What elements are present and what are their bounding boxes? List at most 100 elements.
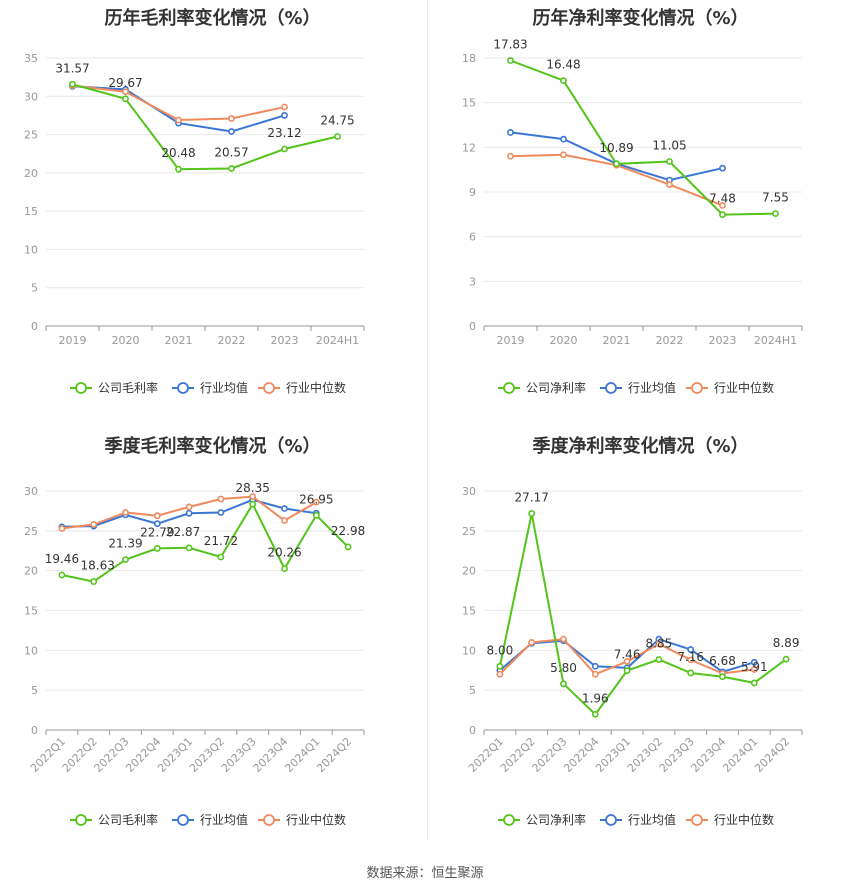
legend-label: 行业中位数 — [714, 380, 774, 395]
x-tick-label: 2023 — [271, 334, 299, 347]
legend-label: 行业均值 — [628, 380, 676, 395]
data-point — [719, 164, 726, 172]
data-point — [613, 160, 620, 168]
data-point — [719, 673, 726, 681]
data-point — [312, 498, 320, 506]
panel-quarterly-gross-margin: 季度毛利率变化情况（%） 0 5 10 15 20 25 30 2022Q1 2022Q2 202… — [0, 428, 425, 840]
data-point — [249, 493, 257, 500]
data-point — [175, 165, 182, 173]
data-point — [344, 543, 352, 551]
x-tick-label: 2023 — [709, 334, 737, 347]
data-point — [591, 710, 599, 718]
legend-label: 行业中位数 — [286, 812, 346, 827]
y-tick-label: 20 — [24, 565, 38, 578]
data-point — [122, 556, 129, 563]
panel-annual-gross-margin: 历年毛利率变化情况（%） 0 5 10 15 20 25 30 35 2019 2020 2021 2… — [0, 0, 425, 412]
data-label: 23.12 — [267, 126, 301, 140]
legend-item[interactable]: 公司毛利率 — [70, 812, 158, 827]
legend-marker — [177, 382, 189, 394]
data-label: 20.48 — [161, 146, 195, 160]
data-point — [719, 211, 726, 219]
legend-marker — [691, 814, 703, 826]
data-point — [334, 133, 341, 140]
legend-item[interactable]: 行业中位数 — [258, 380, 346, 395]
y-tick-label: 5 — [469, 684, 476, 697]
annual-net-margin-chart: 0 3 6 9 12 15 18 2019 2020 2021 2022 2023 2024H1 17.8… — [462, 38, 803, 395]
legend-item[interactable]: 行业均值 — [600, 812, 676, 827]
y-tick-label: 18 — [462, 52, 476, 65]
data-point — [560, 77, 567, 85]
data-label: 11.05 — [652, 138, 686, 152]
legend-marker — [503, 382, 515, 394]
chart-title: 季度净利率变化情况（%） — [532, 436, 749, 457]
legend-item[interactable]: 行业中位数 — [258, 812, 346, 827]
legend-item[interactable]: 行业均值 — [600, 380, 676, 395]
data-label: 28.35 — [236, 481, 270, 495]
data-label: 1.96 — [582, 691, 609, 705]
legend-label: 行业中位数 — [286, 380, 346, 395]
y-tick-label: 30 — [24, 485, 38, 498]
data-point — [528, 638, 536, 646]
legend-item[interactable]: 行业均值 — [172, 380, 248, 395]
data-point — [666, 181, 673, 188]
legend-marker — [691, 382, 703, 394]
data-point — [281, 145, 288, 153]
data-point — [560, 680, 567, 688]
y-tick-label: 35 — [24, 52, 38, 65]
y-tick-label: 5 — [31, 684, 38, 697]
data-point — [281, 112, 288, 119]
legend-item[interactable]: 公司净利率 — [498, 812, 586, 827]
data-label: 8.85 — [646, 636, 673, 650]
legend-item[interactable]: 公司净利率 — [498, 380, 586, 395]
legend-marker — [605, 382, 617, 394]
data-label: 5.91 — [741, 660, 768, 674]
data-point — [122, 95, 129, 103]
legend-item[interactable]: 行业均值 — [172, 812, 248, 827]
data-point — [591, 670, 599, 678]
y-tick-label: 10 — [24, 243, 38, 256]
legend-item[interactable]: 公司毛利率 — [70, 380, 158, 395]
data-point — [153, 520, 161, 528]
y-tick-label: 0 — [31, 320, 38, 333]
data-point — [772, 210, 779, 217]
data-label: 20.26 — [267, 546, 301, 560]
series-line-0 — [61, 502, 349, 583]
data-point — [687, 656, 695, 664]
data-point — [175, 116, 182, 124]
data-point — [217, 495, 225, 503]
data-label: 7.46 — [614, 648, 641, 662]
quarterly-gross-margin-chart: 0510152025302022Q12022Q22022Q32022Q42023… — [24, 481, 365, 827]
data-label: 21.39 — [108, 537, 142, 551]
series-line-0 — [72, 83, 338, 171]
y-tick-label: 5 — [31, 282, 38, 295]
x-tick-label: 2024H1 — [754, 334, 797, 347]
y-tick-label: 25 — [462, 525, 476, 538]
data-label: 8.00 — [487, 643, 514, 657]
y-tick-label: 25 — [24, 525, 38, 538]
data-label: 10.89 — [599, 141, 633, 155]
legend-label: 行业均值 — [628, 812, 676, 827]
x-tick-label: 2021 — [165, 334, 193, 347]
data-point — [58, 525, 66, 532]
series-line-0 — [498, 513, 787, 716]
data-label: 21.72 — [204, 534, 238, 548]
legend-marker — [263, 814, 275, 826]
data-label: 17.83 — [493, 38, 527, 52]
data-point — [228, 165, 235, 172]
data-point — [528, 510, 536, 517]
y-tick-label: 0 — [469, 724, 476, 737]
x-tick-label: 2019 — [497, 334, 525, 347]
y-tick-label: 0 — [469, 320, 476, 333]
data-point — [249, 500, 257, 508]
y-tick-label: 20 — [24, 167, 38, 180]
data-point — [655, 656, 663, 663]
legend-item[interactable]: 行业中位数 — [686, 812, 774, 827]
data-point — [58, 571, 66, 579]
legend-marker — [75, 382, 87, 394]
data-label: 6.68 — [709, 654, 736, 668]
y-tick-label: 20 — [462, 565, 476, 578]
legend-item[interactable]: 行业中位数 — [686, 380, 774, 395]
series-line-0 — [510, 59, 776, 216]
data-label: 16.48 — [546, 58, 580, 72]
y-tick-label: 6 — [469, 231, 476, 244]
